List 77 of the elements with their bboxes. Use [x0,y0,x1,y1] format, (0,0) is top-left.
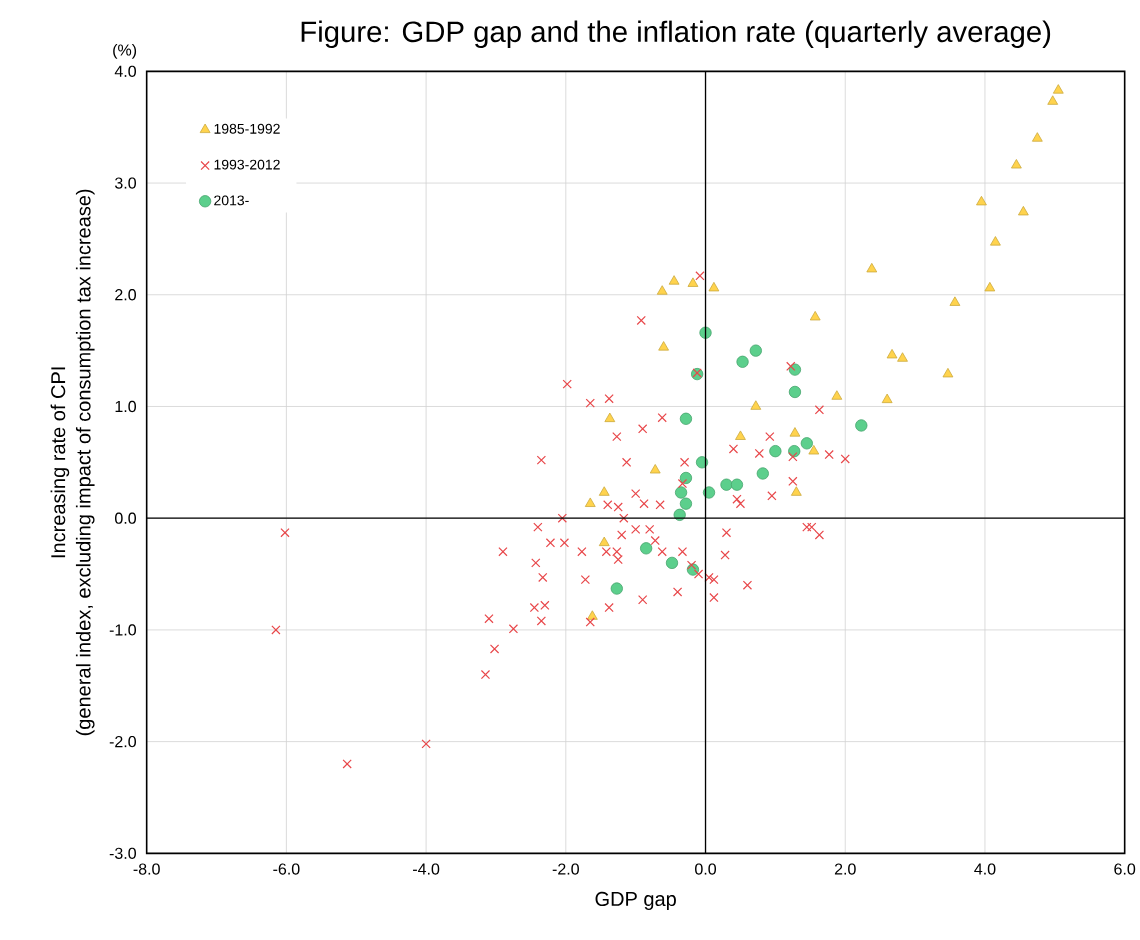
point [658,341,669,351]
legend-label: 2013- [214,195,249,206]
point [679,471,693,485]
x-tick-label: 6.0 [1114,863,1136,875]
point [699,326,712,339]
point [866,262,878,273]
point [789,427,801,437]
y-tick-label: -3.0 [109,847,137,859]
point [649,464,661,474]
point [808,445,820,455]
point [800,437,813,450]
x-tick-label: 2.0 [834,863,856,875]
point [674,486,688,499]
point [708,281,720,292]
point [1031,132,1043,142]
point [886,348,898,359]
point [788,363,802,376]
point [679,497,693,510]
y-tick-label: -2.0 [109,735,137,748]
y-tick-label: -1.0 [109,624,137,636]
x-tick-label: -8.0 [133,863,160,875]
x-tick-label: -4.0 [413,863,440,875]
point [598,486,610,496]
point [687,277,699,287]
x-tick-label: 4.0 [974,863,996,875]
point [668,275,680,285]
point [735,430,746,440]
point [679,412,693,425]
point [990,236,1001,246]
point [769,445,782,458]
point [695,456,709,469]
point [673,508,686,521]
point [897,352,908,362]
point [788,385,802,399]
point [750,400,762,410]
text: (%) [113,43,137,59]
x-tick-label: -6.0 [273,863,300,875]
point [984,281,996,292]
text: (general index, excluding impact of consumption tax increase) [75,189,95,736]
point [584,497,596,507]
point [942,367,954,378]
point [586,610,598,620]
point [702,486,716,499]
point [976,195,987,206]
point [656,285,668,295]
y-tick-label: 3.0 [114,177,137,189]
point [809,310,821,321]
point [855,419,868,432]
y-tick-label: 4.0 [114,65,137,77]
legend-label: 1993-2012 [214,159,280,170]
point [736,355,749,368]
y-tick-label: 1.0 [115,400,137,413]
point [756,467,769,480]
point [881,393,893,404]
chart-title: Figure: GDP gap and the inflation rate (quarterly average) [301,20,1051,48]
point [665,556,679,570]
x-axis-title: GDP gap [595,891,676,910]
x-tick-label: 0.0 [695,863,717,875]
y-tick-label: 2.0 [115,289,137,301]
point [720,478,733,491]
point [790,486,802,496]
point [598,536,610,547]
point [1052,84,1064,94]
point [604,412,616,423]
point [749,344,762,357]
point [949,296,961,306]
legend-label: 1985-1992 [214,123,280,134]
point [610,582,623,595]
point [1047,95,1059,105]
x-tick-label: -2.0 [552,863,579,875]
y-tick-label: 0.0 [115,512,137,524]
point [1011,159,1022,169]
point [730,478,744,491]
point [640,542,653,555]
point [831,390,843,400]
point [1018,205,1029,216]
text: Increasing rate of CPI [50,367,70,558]
